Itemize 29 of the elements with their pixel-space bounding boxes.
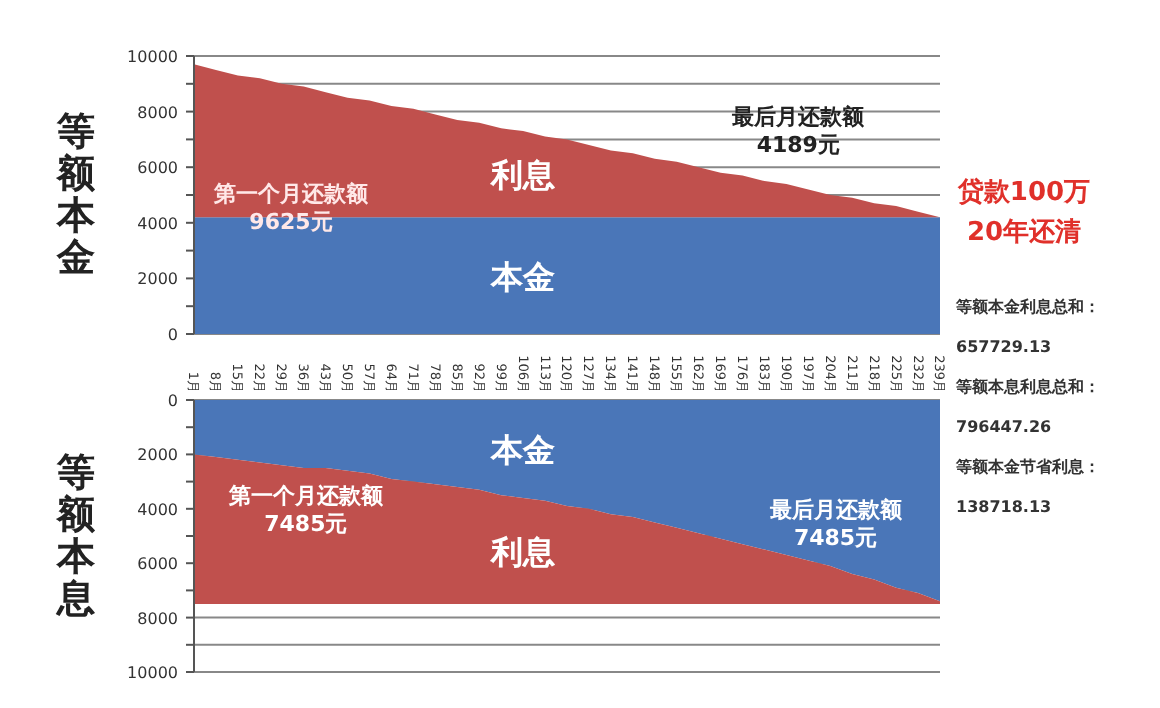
y-axis-title: 等额本息 [55,451,97,621]
y-tick-label: 4000 [137,500,178,519]
series-label: 本金 [489,257,556,296]
series-label: 利息 [489,156,558,195]
y-tick-label: 10000 [127,664,178,682]
text: 等额本金利息总和： [954,298,1100,316]
annotation: 最后月还款额 4189元 [730,104,867,159]
y-tick-label: 10000 [127,48,178,66]
series-label: 本金 [489,430,556,469]
y-tick-label: 8000 [137,609,178,628]
text: 796447.26 [956,418,1053,436]
y-tick-label: 4000 [137,214,178,233]
y-tick-label: 6000 [137,555,178,574]
annotation: 最后月还款额 7485元 [767,496,904,551]
y-axis-title: 等额本金 [55,110,97,280]
y-tick-label: 8000 [137,103,178,122]
annotation: 第一个月还款额 9625元 [211,180,370,235]
text: 贷款100万 20年还清 [955,176,1091,248]
y-tick-label: 0 [167,326,178,344]
text: 138718.13 [956,498,1052,516]
series-label: 利息 [489,532,558,571]
y-tick-label: 2000 [137,270,178,289]
y-tick-label: 6000 [137,159,178,178]
text: 等额本金节省利息： [954,458,1100,476]
y-tick-label: 0 [167,392,178,410]
text: 等额本息利息总和： [954,378,1100,396]
text: 657729.13 [956,338,1052,356]
annotation: 第一个月还款额 7485元 [226,483,385,538]
y-tick-label: 2000 [137,446,178,465]
